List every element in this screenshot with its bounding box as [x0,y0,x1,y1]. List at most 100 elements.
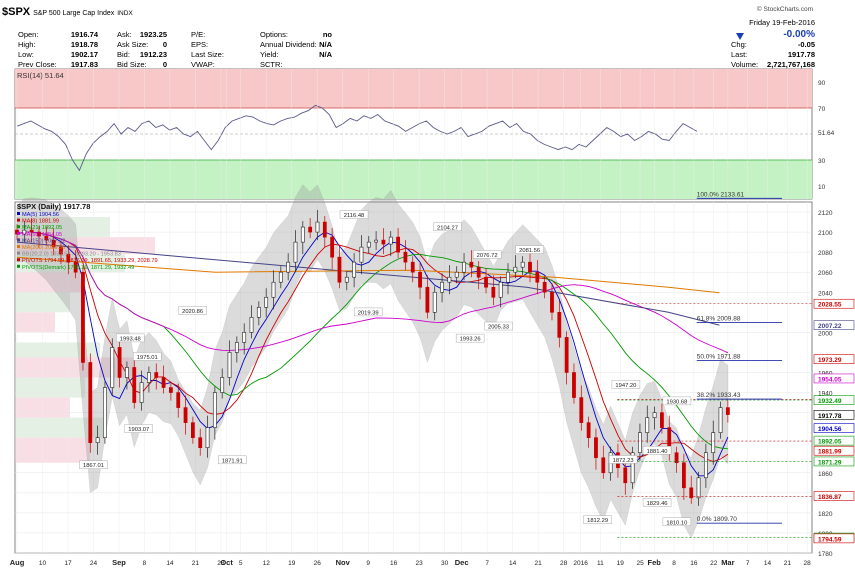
quote-label: Bid: [117,50,130,59]
overbought-zone [15,69,812,108]
x-tick-label: 2016 [573,560,588,567]
candle-body [432,291,437,313]
candle-body [542,281,547,293]
x-tick-label: 19 [617,560,625,567]
x-tick-label: 8 [672,560,676,567]
candle-body [154,372,159,378]
quote-label: Low: [18,50,34,59]
quote-value: 1923.25 [139,30,167,39]
x-tick-label: Mar [721,558,734,567]
price-tick-label: 1940 [818,391,833,398]
candle-body [51,239,56,248]
quote-value: 1917.83 [70,60,98,69]
fib-label: 100.0% 2133.61 [697,191,745,198]
x-tick-label: 23 [416,560,424,567]
x-tick-label: 12 [263,560,271,567]
price-tick-label: 2100 [818,230,833,237]
candle-body [359,246,364,263]
right-price-box [813,354,855,364]
candle-body [381,239,386,245]
candle-body [484,276,488,288]
candle-body [234,342,239,353]
rsi-tick-label: 70 [818,106,826,113]
right-price-label: 1836.87 [818,494,842,501]
legend-swatch [17,231,20,235]
annotation-label: 1829.46 [647,501,668,507]
x-tick-label: Sep [112,558,126,567]
x-tick-label: 21 [784,560,792,567]
x-tick-label: 17 [64,560,72,567]
candle-body [491,286,496,298]
candle-body [711,432,716,454]
annotation-box [642,446,672,455]
candle-body [681,462,686,489]
x-tick-label: 11 [597,560,604,567]
candle-body [506,271,510,283]
legend-swatch [17,258,20,262]
candle-body [440,281,444,293]
quote-value: N/A [319,50,332,59]
x-tick-label: 21 [534,560,542,567]
quote-value: 0 [162,40,167,49]
oversold-zone [15,160,812,199]
annotation-label: 2081.56 [519,248,540,254]
annotation-label: 1871.91 [222,458,243,464]
price-tick-label: 2120 [818,210,833,217]
price-tick-label: 1860 [818,471,833,478]
fib-label: 0.0% 1809.70 [697,516,738,523]
price-tick-label: 2080 [818,250,833,257]
rsi-panel: RSI(14) 51.64 90 70 51.64 30 10 [14,68,835,200]
right-price-box [813,373,855,384]
candle-body [22,229,27,235]
legend-swatch [17,251,20,255]
quote-value: N/A [319,40,332,49]
candle-body [396,236,400,253]
summary-value: 2,721,767,168 [767,60,815,69]
right-price-box [813,410,855,420]
annotation-box [515,245,544,254]
annotation-box [662,517,692,527]
annotation-label: 1810.10 [666,520,687,526]
candle-body [322,221,327,238]
candle-body [660,412,664,428]
candle-body [139,382,144,403]
right-price-label: 1917.78 [818,413,842,420]
rsi-tick-label: 30 [818,158,826,165]
volume-by-price-bar [15,377,85,398]
quote-label: Annual Dividend: [260,40,317,49]
quote-label: Yield: [260,50,279,59]
annotation-box [611,380,641,389]
candle-body [88,362,93,443]
x-tick-label: 25 [636,560,644,567]
legend-label: MA(50) 1954.05 [22,232,62,238]
right-price-box [813,533,855,544]
x-tick-label: 30 [441,560,449,567]
volume-by-price-bar [15,237,155,255]
quote-value: 1912.23 [139,50,167,59]
legend-label: MA(150) 2007.22 [22,238,65,244]
right-price-box [813,298,855,309]
ma-50-line [16,231,729,354]
candle-body [300,226,305,243]
right-price-label: 1954.05 [818,376,842,383]
candle-body [330,236,335,258]
annotation-label: 2104.27 [437,225,458,231]
right-price-box [813,395,855,405]
candle-body [594,437,598,459]
exchange: INDX [117,10,133,17]
legend-swatch [17,218,20,222]
candle-body [586,422,591,438]
right-price-label: 2028.55 [818,302,842,309]
summary-value: -0.05 [797,40,815,49]
candle-body [44,235,49,241]
annotation-box [339,210,369,219]
x-tick-label: Aug [10,558,25,567]
annotation-box [608,455,638,464]
legend-swatch [17,225,20,229]
legend-swatch [17,245,20,248]
candle-body [572,372,576,398]
right-price-label: 1794.59 [818,536,842,543]
volume-by-price-bar [15,342,100,358]
annotation-box [583,515,612,524]
x-tick-label: 7 [485,560,489,567]
